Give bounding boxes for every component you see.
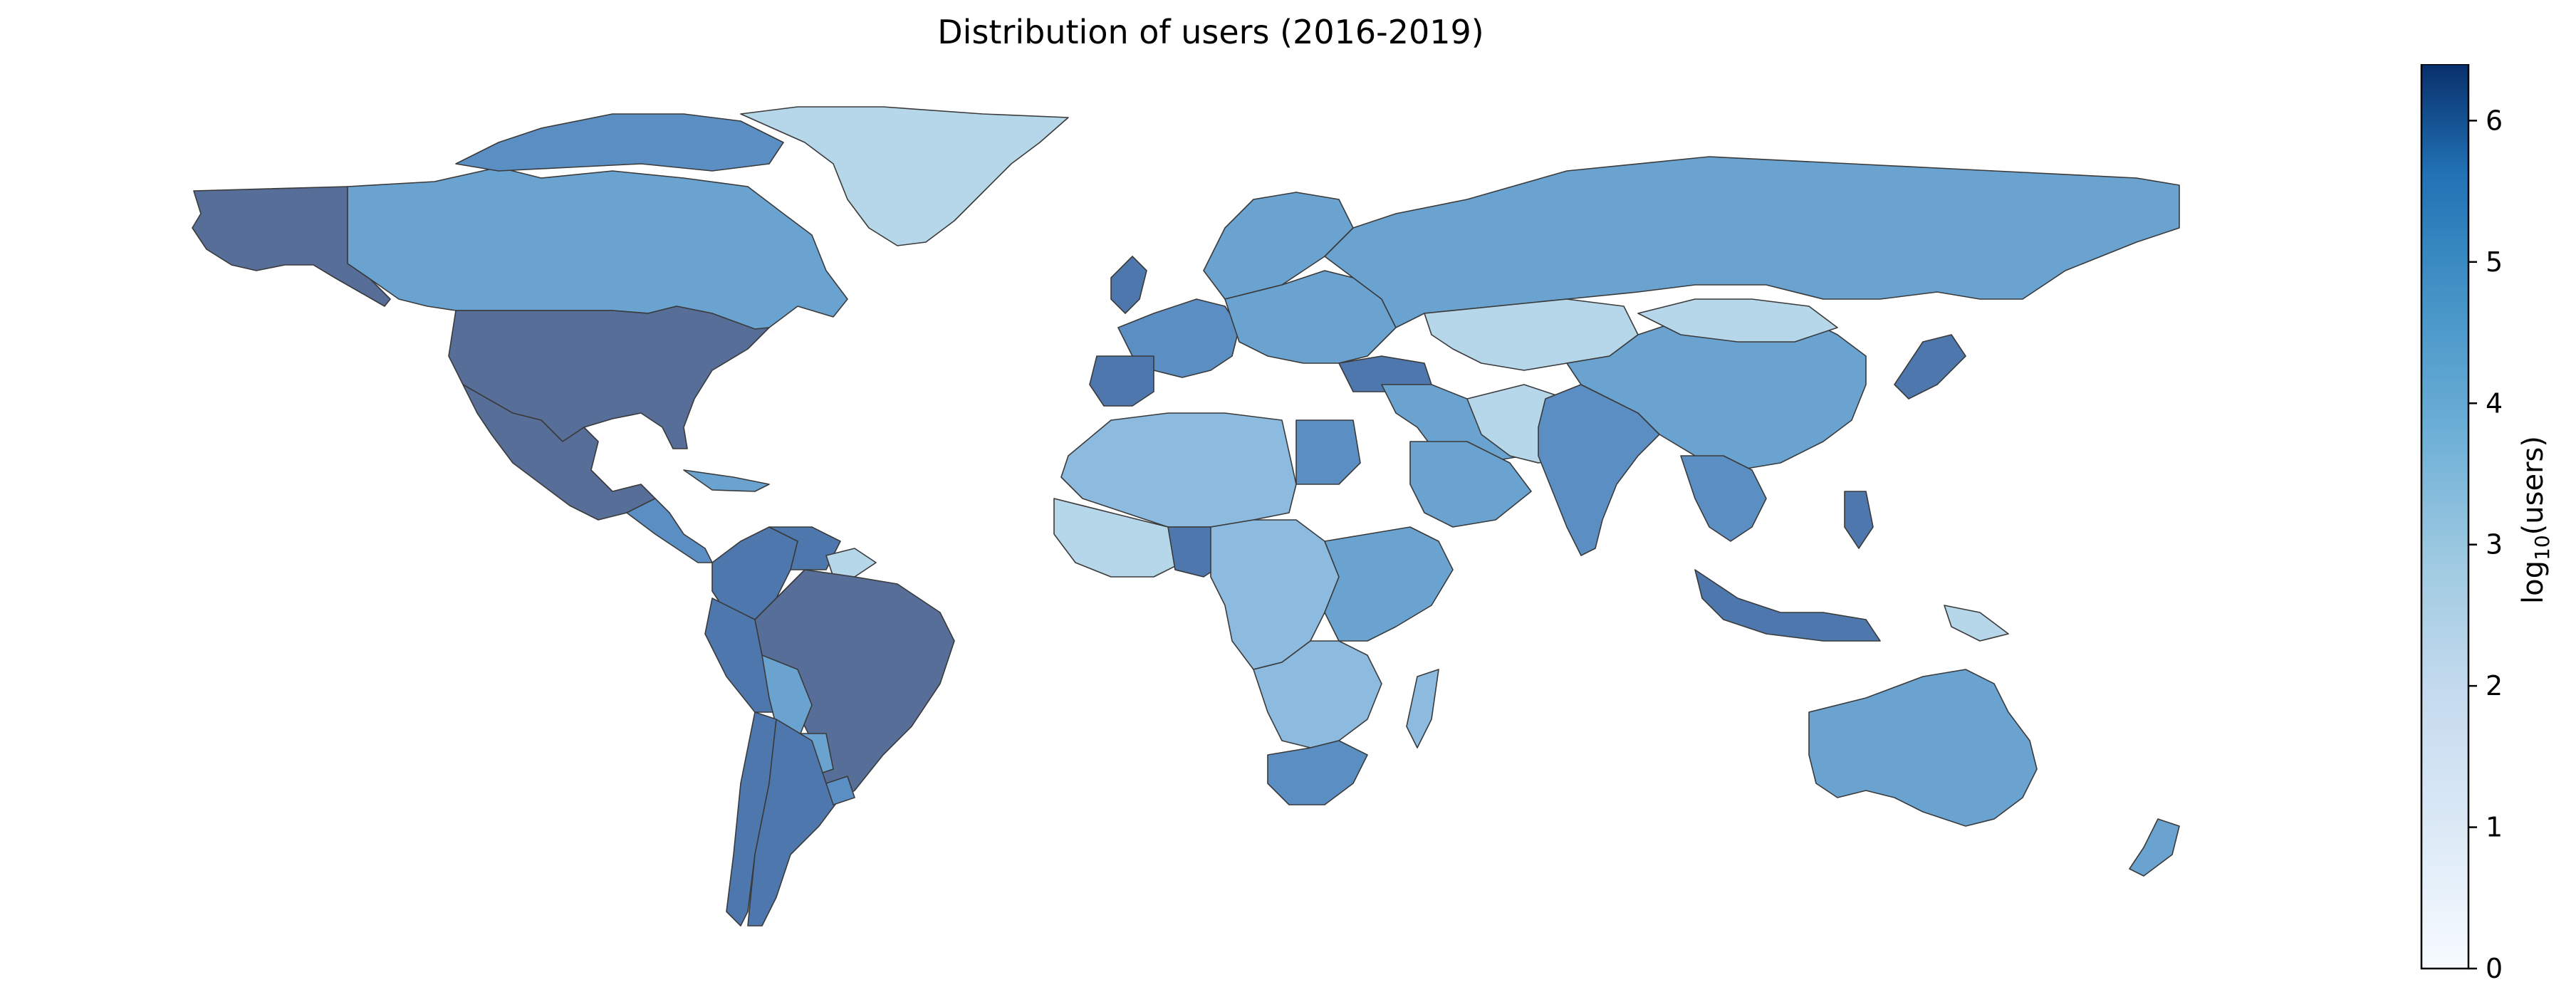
region-greenland xyxy=(740,106,1069,246)
colorbar-graphic: 0 1 2 3 4 5 6 xyxy=(2420,63,2503,984)
region-north-africa xyxy=(1060,412,1297,528)
region-venezuela xyxy=(768,526,841,570)
map-title: Distribution of users (2016-2019) xyxy=(937,13,1484,51)
colorbar-tick-label: 3 xyxy=(2486,529,2503,560)
region-west-africa xyxy=(1053,498,1183,578)
region-south-africa xyxy=(1267,740,1368,805)
country-regions xyxy=(192,106,2180,927)
region-japan xyxy=(1894,334,1966,400)
colorbar-tick-label: 0 xyxy=(2486,953,2503,983)
region-central-america xyxy=(626,498,713,563)
region-australia xyxy=(1808,669,2038,827)
region-mongolia xyxy=(1637,298,1838,343)
region-saudi-arabia xyxy=(1409,441,1532,528)
region-madagascar xyxy=(1406,669,1439,748)
colorbar-ticks: 0 1 2 3 4 5 6 xyxy=(2468,105,2503,984)
region-spain xyxy=(1089,355,1154,407)
colorbar-tick-label: 5 xyxy=(2486,246,2503,278)
region-united-kingdom xyxy=(1110,256,1147,314)
region-philippines xyxy=(1844,491,1874,549)
colorbar-tick-label: 1 xyxy=(2486,812,2503,843)
world-map xyxy=(192,106,2180,927)
region-southeast-asia xyxy=(1680,455,1767,542)
region-eastern-europe xyxy=(1224,270,1397,364)
colorbar-tick-label: 6 xyxy=(2486,105,2503,136)
region-canada xyxy=(347,167,848,334)
colorbar-gradient xyxy=(2420,63,2470,970)
region-papua-new-guinea xyxy=(1944,605,2009,642)
colorbar-tick-label: 2 xyxy=(2486,670,2503,701)
colorbar: 0 1 2 3 4 5 6 xyxy=(2420,63,2570,984)
region-caribbean xyxy=(683,469,770,492)
region-southern-africa xyxy=(1253,640,1382,748)
region-east-africa xyxy=(1324,526,1454,642)
region-uruguay xyxy=(825,776,855,805)
colorbar-label: log10(users) xyxy=(2517,436,2554,604)
region-indonesia xyxy=(1694,569,1881,642)
region-egypt xyxy=(1295,419,1361,485)
region-arctic-islands xyxy=(455,113,784,172)
region-argentina xyxy=(747,719,841,927)
colorbar-tick-label: 4 xyxy=(2486,387,2503,419)
region-mexico xyxy=(462,384,656,521)
region-new-zealand xyxy=(2129,818,2180,877)
